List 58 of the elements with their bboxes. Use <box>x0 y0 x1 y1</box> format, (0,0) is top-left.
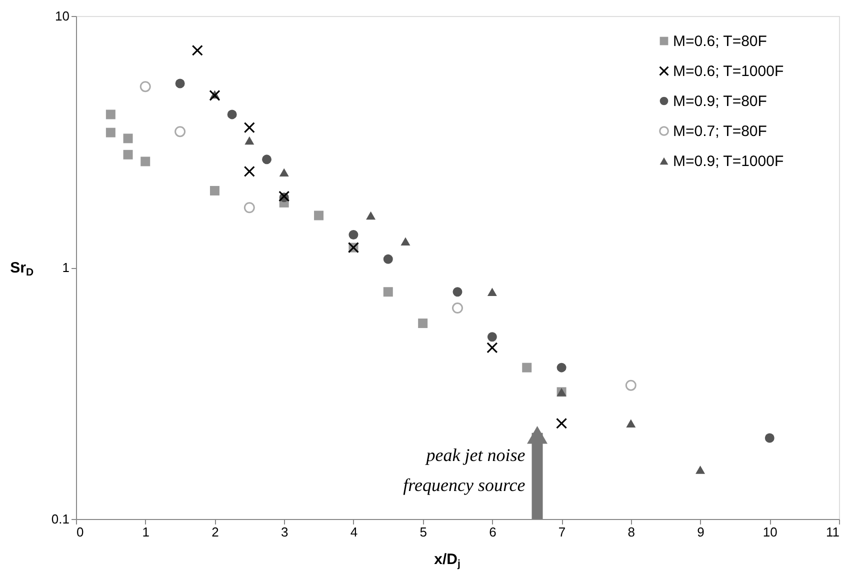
y-tick-label: 10 <box>55 8 70 24</box>
point <box>400 237 410 246</box>
annotation: peak jet noise frequency source <box>403 444 526 495</box>
point <box>174 126 186 138</box>
point <box>625 380 636 391</box>
point <box>279 168 289 176</box>
y-tick-label: 1 <box>62 260 70 275</box>
legend-label: M=0.9; T=80F <box>673 93 767 110</box>
point <box>140 81 151 92</box>
x-tick-label: 2 <box>212 524 219 540</box>
point <box>452 302 463 314</box>
point <box>556 362 566 372</box>
y-tick-label: 0.1 <box>51 512 70 526</box>
point <box>210 186 220 196</box>
x-tick-label: 5 <box>420 524 427 540</box>
point <box>696 466 706 474</box>
point <box>262 154 272 164</box>
x-tick-label: 10 <box>762 524 778 540</box>
point <box>487 332 497 342</box>
point <box>522 362 532 372</box>
point <box>244 202 255 214</box>
point <box>314 210 324 220</box>
point <box>244 122 255 134</box>
point <box>418 318 428 328</box>
point <box>123 150 133 160</box>
x-tick-label: 1 <box>142 524 150 540</box>
x-tick-label: 6 <box>489 524 496 540</box>
point <box>227 110 237 120</box>
x-tick-label: 9 <box>697 524 704 540</box>
point <box>244 166 255 177</box>
point <box>383 254 393 264</box>
x-tick-label: 0 <box>76 524 84 540</box>
legend-label: M=0.6; T=1000F <box>673 63 784 80</box>
x-tick-label: 8 <box>628 524 636 540</box>
point <box>244 136 254 145</box>
point <box>209 90 220 102</box>
x-tick-label: 7 <box>558 524 566 540</box>
point <box>175 78 185 88</box>
point <box>383 287 393 297</box>
point <box>140 156 150 166</box>
point <box>192 44 203 56</box>
point <box>348 230 358 240</box>
point <box>106 110 116 120</box>
point <box>123 134 133 144</box>
point <box>106 128 116 138</box>
point <box>486 342 498 354</box>
point <box>452 287 462 297</box>
legend-label: M=0.7; T=80F <box>673 123 767 140</box>
x-tick-label: 4 <box>350 524 358 540</box>
point <box>556 418 568 429</box>
legend-label: M=0.6; T=80F <box>673 33 767 50</box>
point <box>764 433 774 443</box>
point <box>487 288 497 296</box>
x-tick-label: 3 <box>280 524 288 540</box>
x-tick-label: 11 <box>826 524 840 540</box>
point <box>366 211 376 220</box>
legend-label: M=0.9; T=1000F <box>673 153 784 170</box>
point <box>626 419 636 428</box>
